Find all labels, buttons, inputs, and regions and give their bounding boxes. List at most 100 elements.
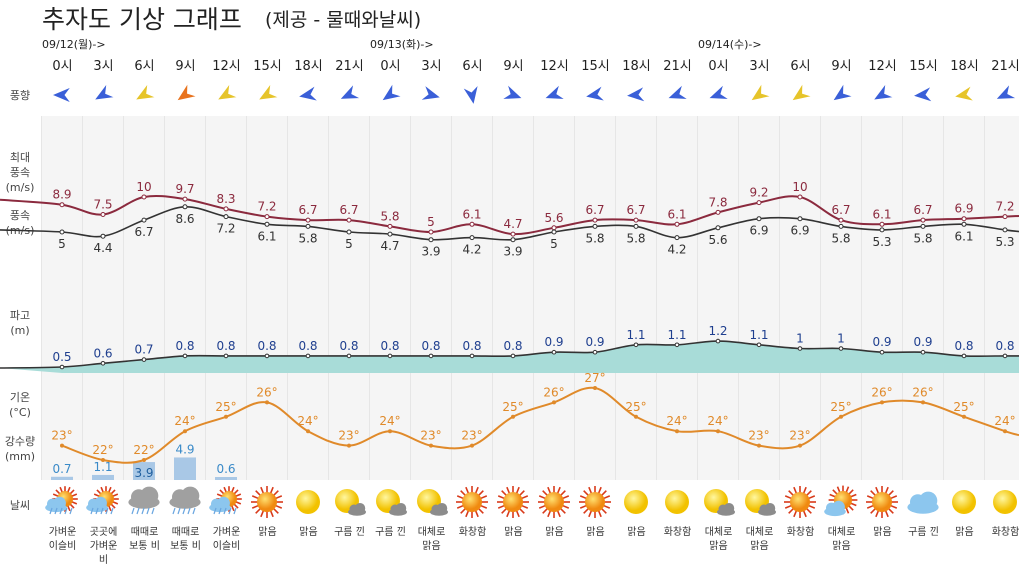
- wave-point: [592, 349, 598, 355]
- row-label-line: 풍속: [9, 209, 31, 222]
- max-wind-value: 4.7: [503, 217, 522, 231]
- weather-label-line: 때때로: [130, 527, 159, 538]
- max-wind-point: [346, 217, 352, 223]
- temperature-point: [183, 429, 187, 434]
- weather-label: 구름 낀: [329, 526, 370, 540]
- wave-value: 0.8: [339, 339, 358, 353]
- temperature-value: 23°: [338, 429, 359, 443]
- temperature-point: [716, 429, 720, 434]
- chart-background: [42, 116, 1019, 480]
- wave-value: 1.1: [626, 328, 645, 342]
- temperature-value: 23°: [461, 429, 482, 443]
- hour-label: 18시: [294, 59, 323, 74]
- weather-label-line: 가벼운: [89, 541, 118, 552]
- wave-value: 0.8: [216, 339, 235, 353]
- rain-value: 1.1: [93, 460, 112, 474]
- weather-label-line: 맑음: [627, 527, 646, 538]
- max-wind-value: 6.7: [913, 203, 932, 217]
- weather-label-line: 맑음: [422, 541, 441, 552]
- max-wind-value: 7.2: [995, 200, 1014, 214]
- max-wind-point: [469, 221, 475, 227]
- wind-point: [182, 204, 188, 210]
- wave-value: 0.8: [503, 339, 522, 353]
- weather-sun-icon: [618, 484, 654, 520]
- wave-point: [633, 342, 639, 348]
- max-wind-value: 5.6: [544, 211, 563, 225]
- max-wind-point: [305, 217, 311, 223]
- temperature-value: 27°: [584, 371, 605, 385]
- max-wind-value: 6.9: [954, 202, 973, 216]
- wave-point: [551, 349, 557, 355]
- wind-direction-arrow-icon: [788, 81, 814, 106]
- weather-label: 대체로 맑음: [698, 526, 739, 554]
- weather-label-line: 맑음: [709, 541, 728, 552]
- row-label-temperature: 기온 (°C): [0, 390, 40, 420]
- max-wind-value: 7.8: [708, 195, 727, 209]
- max-wind-point: [223, 206, 229, 212]
- weather-sun-rain-icon: [208, 484, 244, 520]
- row-label-wind-direction: 풍향: [9, 89, 31, 102]
- wave-point: [387, 353, 393, 359]
- temperature-point: [921, 400, 925, 405]
- wave-point: [264, 353, 270, 359]
- wind-point: [797, 216, 803, 222]
- row-label-line: (mm): [4, 450, 35, 463]
- wave-point: [469, 353, 475, 359]
- temperature-point: [675, 429, 679, 434]
- temperature-point: [798, 443, 802, 448]
- wind-point: [674, 235, 680, 241]
- wave-value: 0.8: [421, 339, 440, 353]
- weather-sun-cloud-icon: [331, 484, 367, 520]
- weather-label-line: 맑음: [832, 541, 851, 552]
- weather-label-line: 대체로: [745, 527, 774, 538]
- wind-direction-arrow-icon: [706, 83, 731, 106]
- hour-label: 3시: [421, 59, 442, 74]
- wave-point: [674, 342, 680, 348]
- wave-value: 1.1: [667, 328, 686, 342]
- date-label: 09/13(화)->: [370, 38, 434, 51]
- wind-direction-arrow-icon: [747, 81, 773, 106]
- weather-label: 대체로 맑음: [411, 526, 452, 554]
- wave-value: 1: [837, 332, 845, 346]
- wind-value: 5.8: [585, 231, 604, 245]
- weather-label: 화창함: [985, 526, 1019, 540]
- hour-label: 0시: [52, 59, 73, 74]
- weather-label-line: 보통 비: [129, 541, 160, 552]
- weather-label-line: 화창함: [458, 527, 487, 538]
- wind-point: [715, 225, 721, 231]
- wind-value: 6.1: [954, 229, 973, 243]
- wind-value: 5: [345, 237, 353, 251]
- wind-point: [346, 229, 352, 235]
- wind-direction-arrow-icon: [542, 83, 567, 106]
- wave-value: 0.5: [52, 350, 71, 364]
- wave-value: 1: [796, 332, 804, 346]
- wind-direction-arrow-icon: [296, 84, 320, 106]
- row-label-line: 최대: [9, 151, 31, 164]
- weather-sun-rays-icon: [249, 484, 285, 520]
- wind-direction-arrow-icon: [132, 82, 158, 106]
- temperature-point: [306, 429, 310, 434]
- weather-label-line: 가벼운: [212, 527, 241, 538]
- weather-label-line: 대체로: [827, 527, 856, 538]
- weather-label: 맑음: [534, 526, 575, 540]
- wind-value: 6.9: [749, 224, 768, 238]
- wave-value: 1.2: [708, 324, 727, 338]
- rain-value: 3.9: [134, 466, 153, 480]
- wave-value: 0.8: [954, 339, 973, 353]
- weather-label: 구름 낀: [903, 526, 944, 540]
- wave-value: 0.7: [134, 343, 153, 357]
- max-wind-value: 6.7: [831, 203, 850, 217]
- wave-point: [715, 338, 721, 344]
- wind-direction-arrow-icon: [255, 82, 281, 106]
- wind-value: 8.6: [175, 212, 194, 226]
- temperature-point: [757, 443, 761, 448]
- wind-point: [59, 229, 65, 235]
- max-wind-value: 6.7: [626, 203, 645, 217]
- hour-label: 21시: [663, 59, 692, 74]
- temperature-point: [224, 414, 228, 419]
- row-label-line: (m/s): [5, 181, 35, 194]
- weather-sun-icon: [946, 484, 982, 520]
- max-wind-point: [59, 202, 65, 208]
- weather-label-line: 곳곳에: [89, 527, 118, 538]
- max-wind-point: [510, 231, 516, 237]
